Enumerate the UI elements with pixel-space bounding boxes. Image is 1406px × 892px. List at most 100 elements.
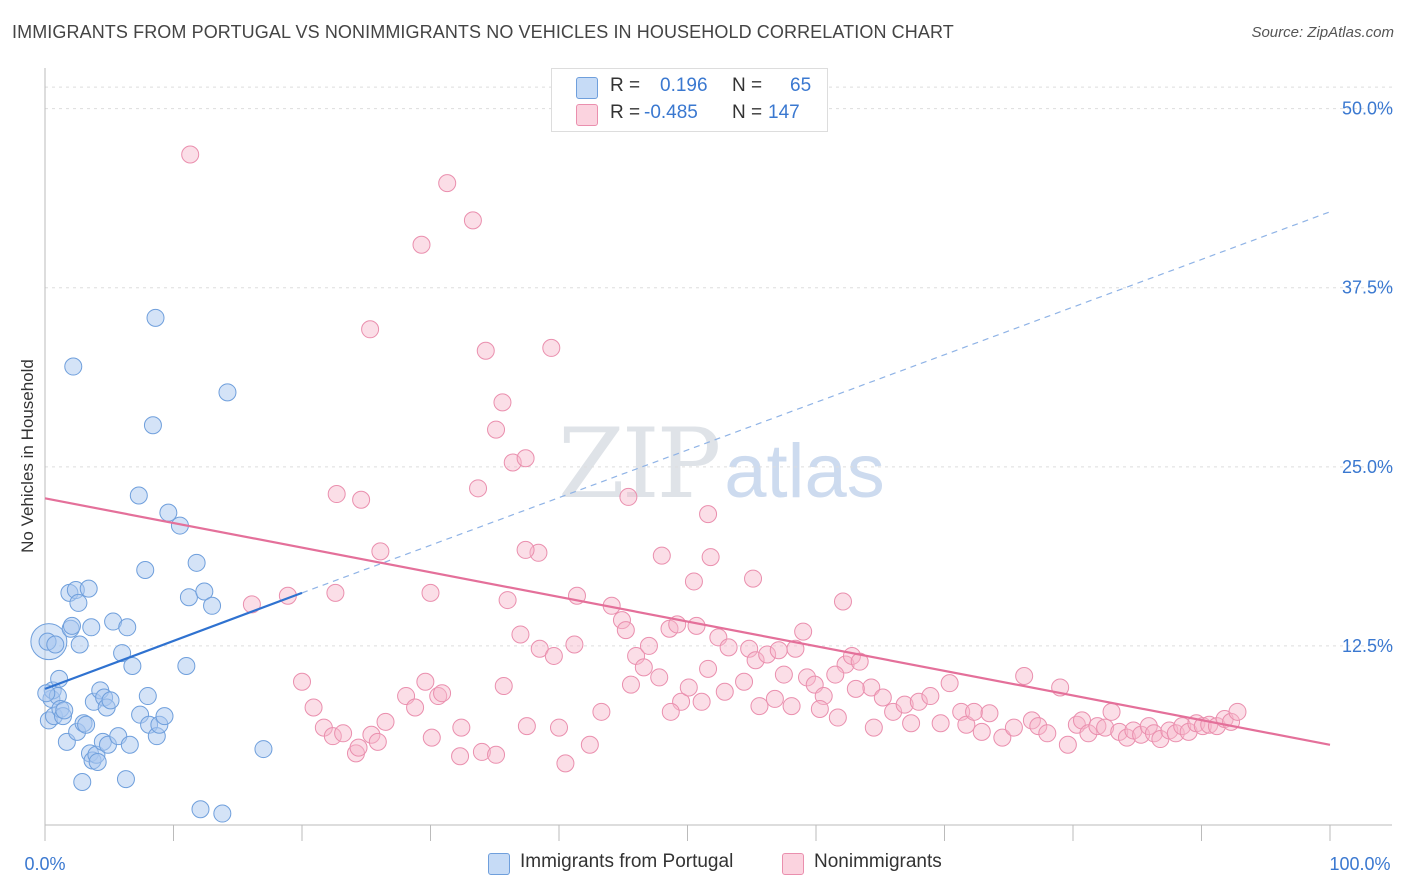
nonimmigrant-point (826, 665, 845, 684)
nonimmigrant-point (931, 714, 950, 733)
legend-swatch-portugal (488, 853, 510, 875)
nonimmigrant-point (769, 641, 788, 660)
nonimmigrant-point (684, 572, 703, 591)
nonimmigrant-point (463, 211, 482, 230)
nonimmigrant-point (352, 490, 371, 509)
nonimmigrant-point (368, 732, 387, 751)
nonimmigrant-point (1117, 728, 1136, 747)
nonimmigrant-point (794, 622, 813, 641)
legend-swatch-nonimmigrants (782, 853, 804, 875)
nonimmigrant-point (517, 717, 536, 736)
portugal-point (70, 635, 89, 654)
nonimmigrant-point (416, 672, 435, 691)
nonimmigrant-point (661, 702, 680, 721)
portugal-point (113, 644, 132, 663)
portugal-points (30, 308, 273, 823)
nonimmigrant-point (715, 682, 734, 701)
r-label: R = (610, 102, 641, 123)
nonimmigrant-point (1096, 718, 1115, 737)
nonimmigrant-point (699, 505, 718, 524)
nonimmigrant-point (940, 674, 959, 693)
nonimmigrant-point (361, 320, 380, 339)
nonimmigrant-point (1088, 717, 1107, 736)
nonimmigrant-point (862, 678, 881, 697)
nonimmigrant-point (744, 569, 763, 588)
nonimmigrant-point (735, 672, 754, 691)
portugal-point (46, 635, 65, 654)
portugal-point (118, 618, 137, 637)
portugal-point (187, 553, 206, 572)
portugal-point (218, 383, 237, 402)
x-tick-label: 0.0% (24, 854, 65, 874)
nonimmigrant-point (556, 754, 575, 773)
y-tick-label: 50.0% (1342, 99, 1393, 119)
portugal-point (123, 656, 142, 675)
legend-label-portugal: Immigrants from Portugal (520, 851, 734, 872)
portugal-point (62, 616, 81, 635)
nonimmigrant-point (746, 651, 765, 670)
nonimmigrant-point (846, 679, 865, 698)
nonimmigrant-point (740, 639, 759, 658)
nonimmigrant-point (542, 338, 561, 357)
nonimmigrant-point (451, 747, 470, 766)
nonimmigrant-point (692, 692, 711, 711)
nonimmigrant-point (511, 625, 530, 644)
nonimmigrant-point (494, 677, 513, 696)
nonimmigrant-point (1166, 724, 1185, 743)
n-label: N = (732, 102, 763, 123)
nonimmigrant-point (438, 174, 457, 193)
portugal-point (254, 740, 273, 759)
portugal-point (203, 596, 222, 615)
stats-swatch-portugal (576, 77, 598, 99)
nonimmigrant-point (476, 341, 495, 360)
nonimmigrant-point (993, 728, 1012, 747)
nonimmigrant-point (1228, 702, 1247, 721)
nonimmigrant-point (612, 611, 631, 630)
portugal-point (143, 416, 162, 435)
nonimmigrant-point (1029, 717, 1048, 736)
nonimmigrants-points (181, 145, 1247, 773)
y-tick-label: 37.5% (1342, 278, 1393, 298)
nonimmigrant-point (580, 735, 599, 754)
portugal-point (129, 486, 148, 505)
portugal-point (101, 691, 120, 710)
nonimmigrant-point (621, 675, 640, 694)
nonimmigrant-point (864, 718, 883, 737)
portugal-point (120, 735, 139, 754)
nonimmigrant-point (810, 699, 829, 718)
nonimmigrant-point (326, 583, 345, 602)
nonimmigrant-point (472, 742, 491, 761)
trend-lines (44, 211, 1331, 746)
nonimmigrant-point (433, 684, 452, 703)
portugal-point (138, 687, 157, 706)
portugal-point (69, 593, 88, 612)
nonimmigrant-point (1015, 667, 1034, 685)
r-value: -0.485 (644, 102, 698, 123)
nonimmigrant-point (412, 235, 431, 254)
nonimmigrant-point (516, 449, 535, 468)
stats-swatch-nonimmigrants (576, 104, 598, 126)
nonimmigrant-point (639, 636, 658, 655)
nonimmigrant-point (774, 665, 793, 684)
portugal-point (37, 684, 56, 703)
watermark: ZIPatlas (558, 408, 885, 520)
portugal-point (177, 656, 196, 675)
nonimmigrant-point (699, 659, 718, 678)
portugal-point (213, 804, 232, 823)
nonimmigrant-point (850, 652, 869, 671)
nonimmigrant-point (798, 668, 817, 687)
nonimmigrant-point (544, 646, 563, 665)
nonimmigrant-point (833, 592, 852, 611)
watermark-atlas: atlas (724, 429, 885, 514)
portugal-point (73, 773, 92, 792)
nonimmigrant-point (565, 635, 584, 654)
portugal-point (77, 715, 96, 734)
portugal-trend-extension (301, 211, 1331, 594)
nonimmigrant-point (327, 485, 346, 504)
nonimmigrant-point (406, 698, 425, 717)
nonimmigrant-point (371, 542, 390, 561)
nonimmigrant-point (1079, 724, 1098, 743)
grid-lines (45, 86, 1392, 647)
n-value: 147 (768, 102, 800, 123)
